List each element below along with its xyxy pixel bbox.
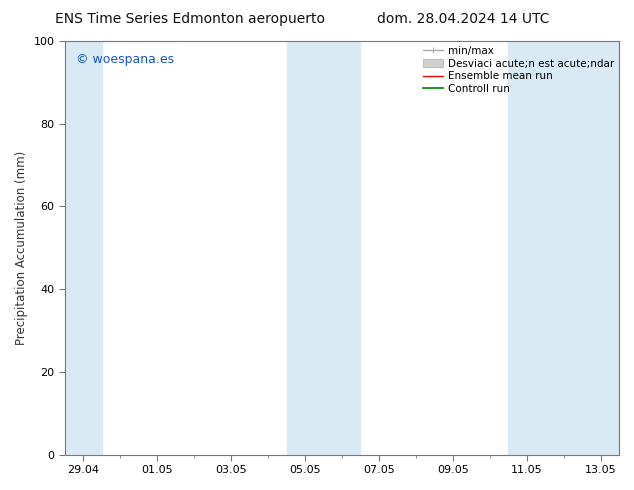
Bar bbox=[65, 41, 102, 455]
Text: dom. 28.04.2024 14 UTC: dom. 28.04.2024 14 UTC bbox=[377, 12, 549, 26]
Text: © woespana.es: © woespana.es bbox=[76, 53, 174, 67]
Bar bbox=[508, 41, 619, 455]
Bar bbox=[287, 41, 361, 455]
Legend: min/max, Desviaci acute;n est acute;ndar, Ensemble mean run, Controll run: min/max, Desviaci acute;n est acute;ndar… bbox=[420, 44, 616, 96]
Text: ENS Time Series Edmonton aeropuerto: ENS Time Series Edmonton aeropuerto bbox=[55, 12, 325, 26]
Y-axis label: Precipitation Accumulation (mm): Precipitation Accumulation (mm) bbox=[15, 151, 28, 345]
